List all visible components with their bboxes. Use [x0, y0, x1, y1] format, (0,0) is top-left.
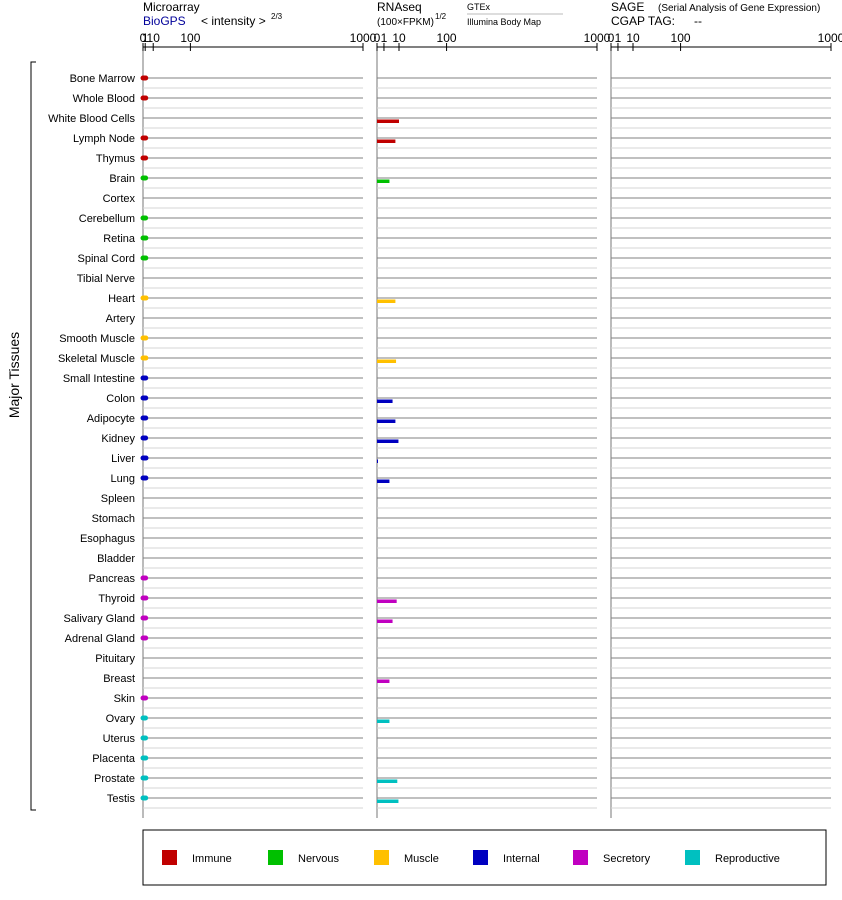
tissue-label: Thyroid [98, 593, 135, 605]
rnaseq-bar-illumina [377, 359, 397, 363]
tissue-label: Smooth Muscle [59, 333, 135, 345]
rnaseq-bar-illumina [377, 439, 399, 443]
tissue-label: Retina [103, 233, 136, 245]
tissue-label: Kidney [101, 433, 135, 445]
sage-tag-label: CGAP TAG: [611, 14, 675, 28]
legend-label-immune: Immune [192, 853, 232, 865]
legend-swatch-secretory [573, 850, 588, 865]
tissue-label: Stomach [92, 513, 135, 525]
tick-label-microarray: 10 [147, 31, 161, 45]
rnaseq-bar-illumina [377, 779, 398, 783]
rnaseq-bar-illumina [377, 119, 399, 123]
rnaseq-bar-illumina [377, 139, 396, 143]
rnaseq-bar-illumina [377, 799, 399, 803]
tissue-label: Lung [111, 473, 135, 485]
sage-title: SAGE [611, 0, 644, 14]
tissue-label: Brain [109, 173, 135, 185]
legend-label-secretory: Secretory [603, 853, 651, 865]
tissue-label: Small Intestine [63, 373, 135, 385]
tissue-label: Ovary [106, 713, 136, 725]
tissue-label: Heart [108, 293, 135, 305]
tissue-label: Colon [106, 393, 135, 405]
tick-label-microarray: 100 [180, 31, 200, 45]
tissue-label: Skeletal Muscle [58, 353, 135, 365]
tissue-label: White Blood Cells [48, 113, 135, 125]
microarray-source-link[interactable]: BioGPS [143, 14, 186, 28]
rnaseq-bar-illumina [377, 719, 390, 723]
tick-label-rnaseq: 10 [392, 31, 406, 45]
tissue-label: Salivary Gland [63, 613, 135, 625]
tissue-label: Skin [114, 693, 135, 705]
rnaseq-bar-illumina [377, 479, 390, 483]
tissue-label: Spleen [101, 493, 135, 505]
tick-label-rnaseq: 1000 [584, 31, 611, 45]
legend-swatch-nervous [268, 850, 283, 865]
tissue-label: Placenta [92, 753, 136, 765]
tissue-label: Pituitary [95, 653, 135, 665]
tissue-label: Prostate [94, 773, 135, 785]
microarray-title: Microarray [143, 0, 200, 14]
tissue-label: Liver [111, 453, 135, 465]
tick-label-rnaseq: 1 [381, 31, 388, 45]
rnaseq-bar-illumina [377, 399, 393, 403]
tissue-label: Spinal Cord [78, 253, 135, 265]
legend-swatch-reproductive [685, 850, 700, 865]
tick-label-sage: 1000 [818, 31, 842, 45]
tissue-label: Cortex [103, 193, 136, 205]
rnaseq-bar-illumina [377, 679, 390, 683]
rnaseq-bar-illumina [377, 459, 378, 463]
tissue-label: Lymph Node [73, 133, 135, 145]
tissue-label: Whole Blood [73, 93, 135, 105]
tick-label-microarray: 1 [142, 31, 149, 45]
rnaseq-title: RNAseq [377, 0, 422, 14]
legend-label-reproductive: Reproductive [715, 853, 780, 865]
tissue-label: Cerebellum [79, 213, 135, 225]
tissue-label: Thymus [96, 153, 136, 165]
tick-label-sage: 0 [608, 31, 615, 45]
tick-label-microarray: 0 [140, 31, 147, 45]
legend-swatch-internal [473, 850, 488, 865]
tissue-label: Pancreas [89, 573, 136, 585]
tick-label-sage: 1 [615, 31, 622, 45]
tissue-bracket [30, 61, 36, 811]
legend-swatch-muscle [374, 850, 389, 865]
rnaseq-unit: (100×FPKM) [377, 17, 434, 28]
sage-tag-value: -- [694, 14, 702, 28]
tissue-label: Artery [106, 313, 136, 325]
tissue-label: Breast [103, 673, 135, 685]
microarray-scale-label: < intensity > [201, 14, 266, 28]
microarray-scale-exponent: 2/3 [271, 12, 283, 21]
y-axis-label: Major Tissues [6, 332, 22, 418]
tick-label-sage: 10 [626, 31, 640, 45]
tissue-label: Testis [107, 793, 136, 805]
rnaseq-unit-exponent: 1/2 [435, 12, 447, 21]
tick-label-rnaseq: 100 [437, 31, 457, 45]
legend-label-nervous: Nervous [298, 853, 339, 865]
rnaseq-bar-illumina [377, 179, 390, 183]
rnaseq-bar-illumina [377, 299, 396, 303]
illumina-source-label: Illumina Body Map [467, 17, 541, 27]
tissue-label: Adipocyte [87, 413, 135, 425]
gtex-source-label: GTEx [467, 2, 491, 12]
tick-label-rnaseq: 0 [374, 31, 381, 45]
tissue-label: Adrenal Gland [65, 633, 135, 645]
rnaseq-bar-illumina [377, 599, 397, 603]
tissue-label: Bladder [97, 553, 135, 565]
tick-label-sage: 100 [671, 31, 691, 45]
tick-label-microarray: 1000 [350, 31, 377, 45]
legend-label-muscle: Muscle [404, 853, 439, 865]
tissue-label: Bone Marrow [70, 73, 135, 85]
legend-label-internal: Internal [503, 853, 540, 865]
rnaseq-bar-illumina [377, 419, 396, 423]
tissue-label: Tibial Nerve [77, 273, 135, 285]
rnaseq-bar-illumina [377, 619, 393, 623]
sage-subtitle: (Serial Analysis of Gene Expression) [658, 3, 820, 14]
legend-swatch-immune [162, 850, 177, 865]
tissue-label: Uterus [103, 733, 136, 745]
tissue-label: Esophagus [80, 533, 136, 545]
